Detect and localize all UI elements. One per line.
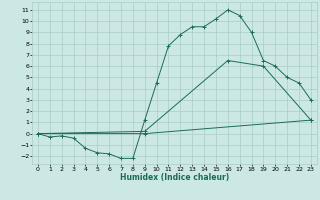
X-axis label: Humidex (Indice chaleur): Humidex (Indice chaleur) bbox=[120, 173, 229, 182]
